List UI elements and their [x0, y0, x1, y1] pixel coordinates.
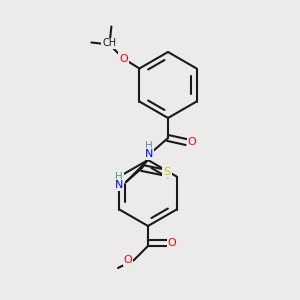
- Text: CH: CH: [102, 38, 116, 49]
- Text: O: O: [119, 53, 128, 64]
- Text: H: H: [115, 172, 123, 182]
- Text: O: O: [168, 238, 176, 248]
- Text: O: O: [188, 137, 196, 147]
- Text: N: N: [145, 149, 153, 159]
- Text: N: N: [115, 180, 123, 190]
- Text: O: O: [124, 255, 132, 265]
- Text: H: H: [145, 141, 153, 151]
- Text: S: S: [164, 167, 171, 177]
